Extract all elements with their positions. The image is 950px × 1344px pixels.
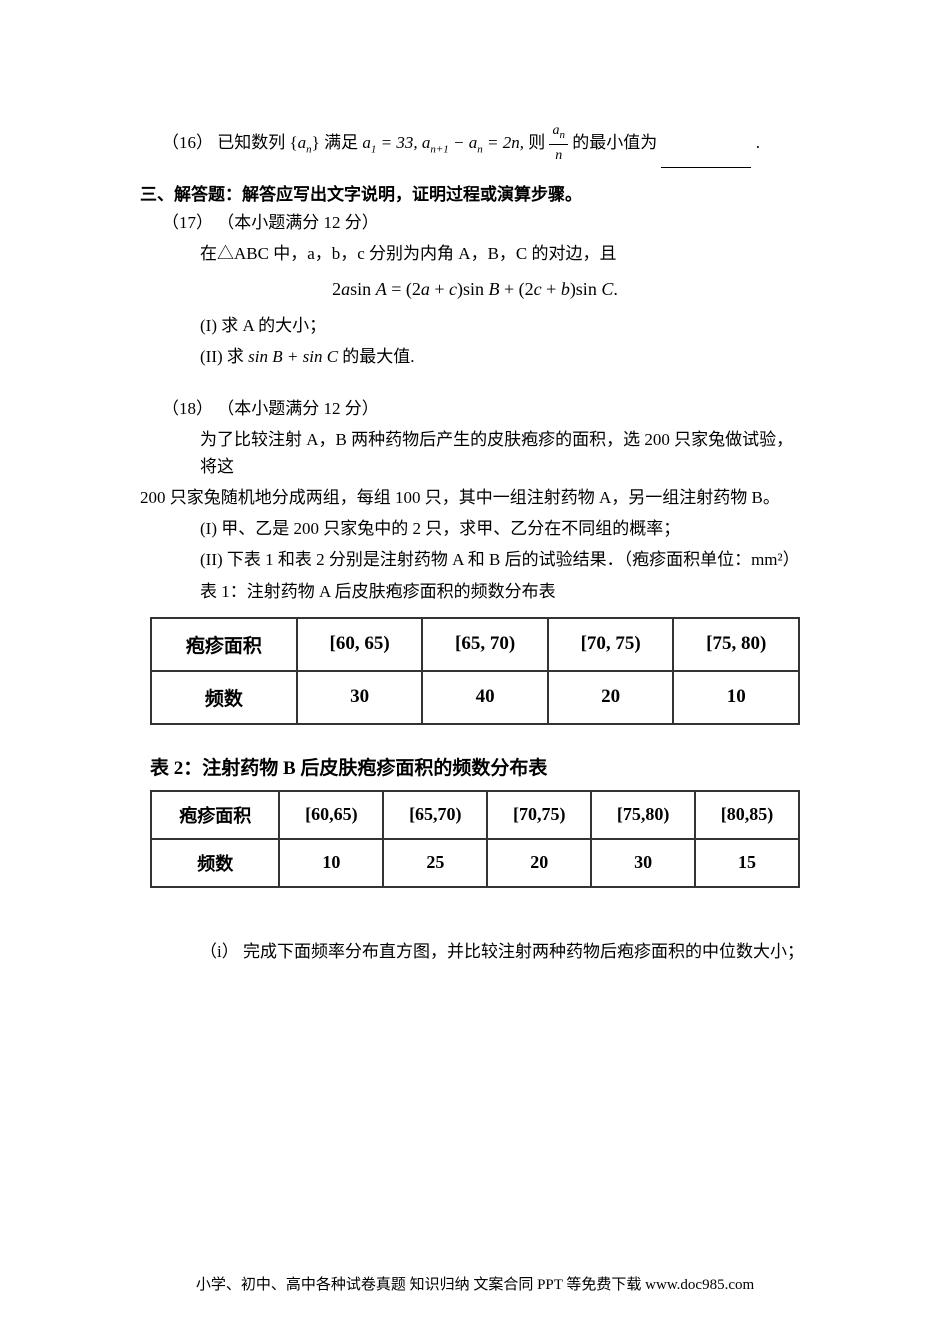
table-row: 频数 30 40 20 10	[151, 671, 799, 724]
spacer	[140, 908, 810, 938]
q16-text-d: 的最小值为	[572, 133, 657, 152]
q18-part1-label: (I)	[200, 519, 217, 538]
q17-part2-label: (II)	[200, 347, 223, 366]
t2-interval-4: [80,85)	[695, 791, 799, 839]
t2-freq-2: 20	[487, 839, 591, 887]
q17-part2-text-b: 的最大值.	[342, 347, 414, 366]
q18-table2-caption: 表 2：注射药物 B 后皮肤疱疹面积的频数分布表	[150, 753, 810, 780]
t2-interval-3: [75,80)	[591, 791, 695, 839]
t1-freq-2: 20	[548, 671, 674, 724]
section-3-title: 三、解答题：解答应写出文字说明，证明过程或演算步骤。	[140, 180, 810, 205]
q18-part1: (I) 甲、乙是 200 只家兔中的 2 只，求甲、乙分在不同组的概率；	[140, 515, 810, 542]
q16-end: .	[756, 133, 760, 152]
q16-formula: a1 = 33, an+1 − an = 2n,	[362, 133, 524, 152]
q18-points: （本小题满分 12 分）	[217, 399, 379, 418]
t1-interval-2: [70, 75)	[548, 618, 674, 671]
q18-sub-i-label: （i）	[200, 942, 239, 961]
q16-seq: {an}	[290, 133, 320, 152]
table-2: 疱疹面积 [60,65) [65,70) [70,75) [75,80) [80…	[150, 790, 800, 888]
q16-blank	[661, 167, 751, 168]
t1-freq-0: 30	[297, 671, 423, 724]
table-row: 频数 10 25 20 30 15	[151, 839, 799, 887]
q16-num: （16）	[162, 133, 213, 152]
t2-freq-4: 15	[695, 839, 799, 887]
page-footer: 小学、初中、高中各种试卷真题 知识归纳 文案合同 PPT 等免费下载 www.d…	[0, 1273, 950, 1294]
t2-freq-1: 25	[383, 839, 487, 887]
q18-sub-i: （i） 完成下面频率分布直方图，并比较注射两种药物后疱疹面积的中位数大小；	[140, 938, 810, 965]
t2-interval-1: [65,70)	[383, 791, 487, 839]
q17-num: （17）	[162, 213, 213, 232]
q17-part2: (II) 求 sin B + sin C 的最大值.	[140, 343, 810, 370]
table-row: 疱疹面积 [60, 65) [65, 70) [70, 75) [75, 80)	[151, 618, 799, 671]
q17-part1-text: 求 A 的大小；	[221, 316, 326, 335]
t1-freq-3: 10	[673, 671, 799, 724]
q16-text-a: 已知数列	[217, 133, 285, 152]
problem-17-header: （17） （本小题满分 12 分）	[140, 209, 810, 236]
t1-interval-3: [75, 80)	[673, 618, 799, 671]
q17-formula: 2asin A = (2a + c)sin B + (2c + b)sin C.	[140, 279, 810, 300]
q18-sub-i-text: 完成下面频率分布直方图，并比较注射两种药物后疱疹面积的中位数大小；	[243, 942, 804, 961]
t2-header-freq: 频数	[151, 839, 279, 887]
t1-interval-0: [60, 65)	[297, 618, 423, 671]
table-row: 疱疹面积 [60,65) [65,70) [70,75) [75,80) [80…	[151, 791, 799, 839]
q18-part1-text: 甲、乙是 200 只家兔中的 2 只，求甲、乙分在不同组的概率；	[221, 519, 680, 538]
q17-line1: 在△ABC 中，a，b，c 分别为内角 A，B，C 的对边，且	[140, 240, 810, 267]
q18-table1-caption: 表 1：注射药物 A 后皮肤疱疹面积的频数分布表	[140, 578, 810, 605]
t1-header-area: 疱疹面积	[151, 618, 297, 671]
t2-header-area: 疱疹面积	[151, 791, 279, 839]
t2-interval-2: [70,75)	[487, 791, 591, 839]
table-1: 疱疹面积 [60, 65) [65, 70) [70, 75) [75, 80)…	[150, 617, 800, 725]
q16-text-b: 满足	[324, 133, 358, 152]
q18-part2: (II) 下表 1 和表 2 分别是注射药物 A 和 B 后的试验结果．（疱疹面…	[140, 546, 810, 573]
t1-header-freq: 频数	[151, 671, 297, 724]
q16-text-c: 则	[528, 133, 545, 152]
q17-part2-formula: sin B + sin C	[248, 347, 338, 366]
q16-fraction: an n	[549, 120, 568, 168]
q17-part1: (I) 求 A 的大小；	[140, 312, 810, 339]
problem-18-header: （18） （本小题满分 12 分）	[140, 395, 810, 422]
t1-freq-1: 40	[422, 671, 548, 724]
q18-line2: 200 只家兔随机地分成两组，每组 100 只，其中一组注射药物 A，另一组注射…	[140, 484, 810, 511]
q18-part2-label: (II)	[200, 550, 223, 569]
q17-part2-text-a: 求	[227, 347, 244, 366]
q17-part1-label: (I)	[200, 316, 217, 335]
t2-freq-0: 10	[279, 839, 383, 887]
t1-interval-1: [65, 70)	[422, 618, 548, 671]
q18-part2-text: 下表 1 和表 2 分别是注射药物 A 和 B 后的试验结果．（疱疹面积单位：m…	[227, 550, 800, 569]
problem-16: （16） 已知数列 {an} 满足 a1 = 33, an+1 − an = 2…	[140, 120, 810, 168]
q17-points: （本小题满分 12 分）	[217, 213, 379, 232]
spacer	[140, 375, 810, 395]
t2-interval-0: [60,65)	[279, 791, 383, 839]
q18-line1: 为了比较注射 A，B 两种药物后产生的皮肤疱疹的面积，选 200 只家兔做试验，…	[140, 426, 810, 480]
q18-num: （18）	[162, 399, 213, 418]
t2-freq-3: 30	[591, 839, 695, 887]
